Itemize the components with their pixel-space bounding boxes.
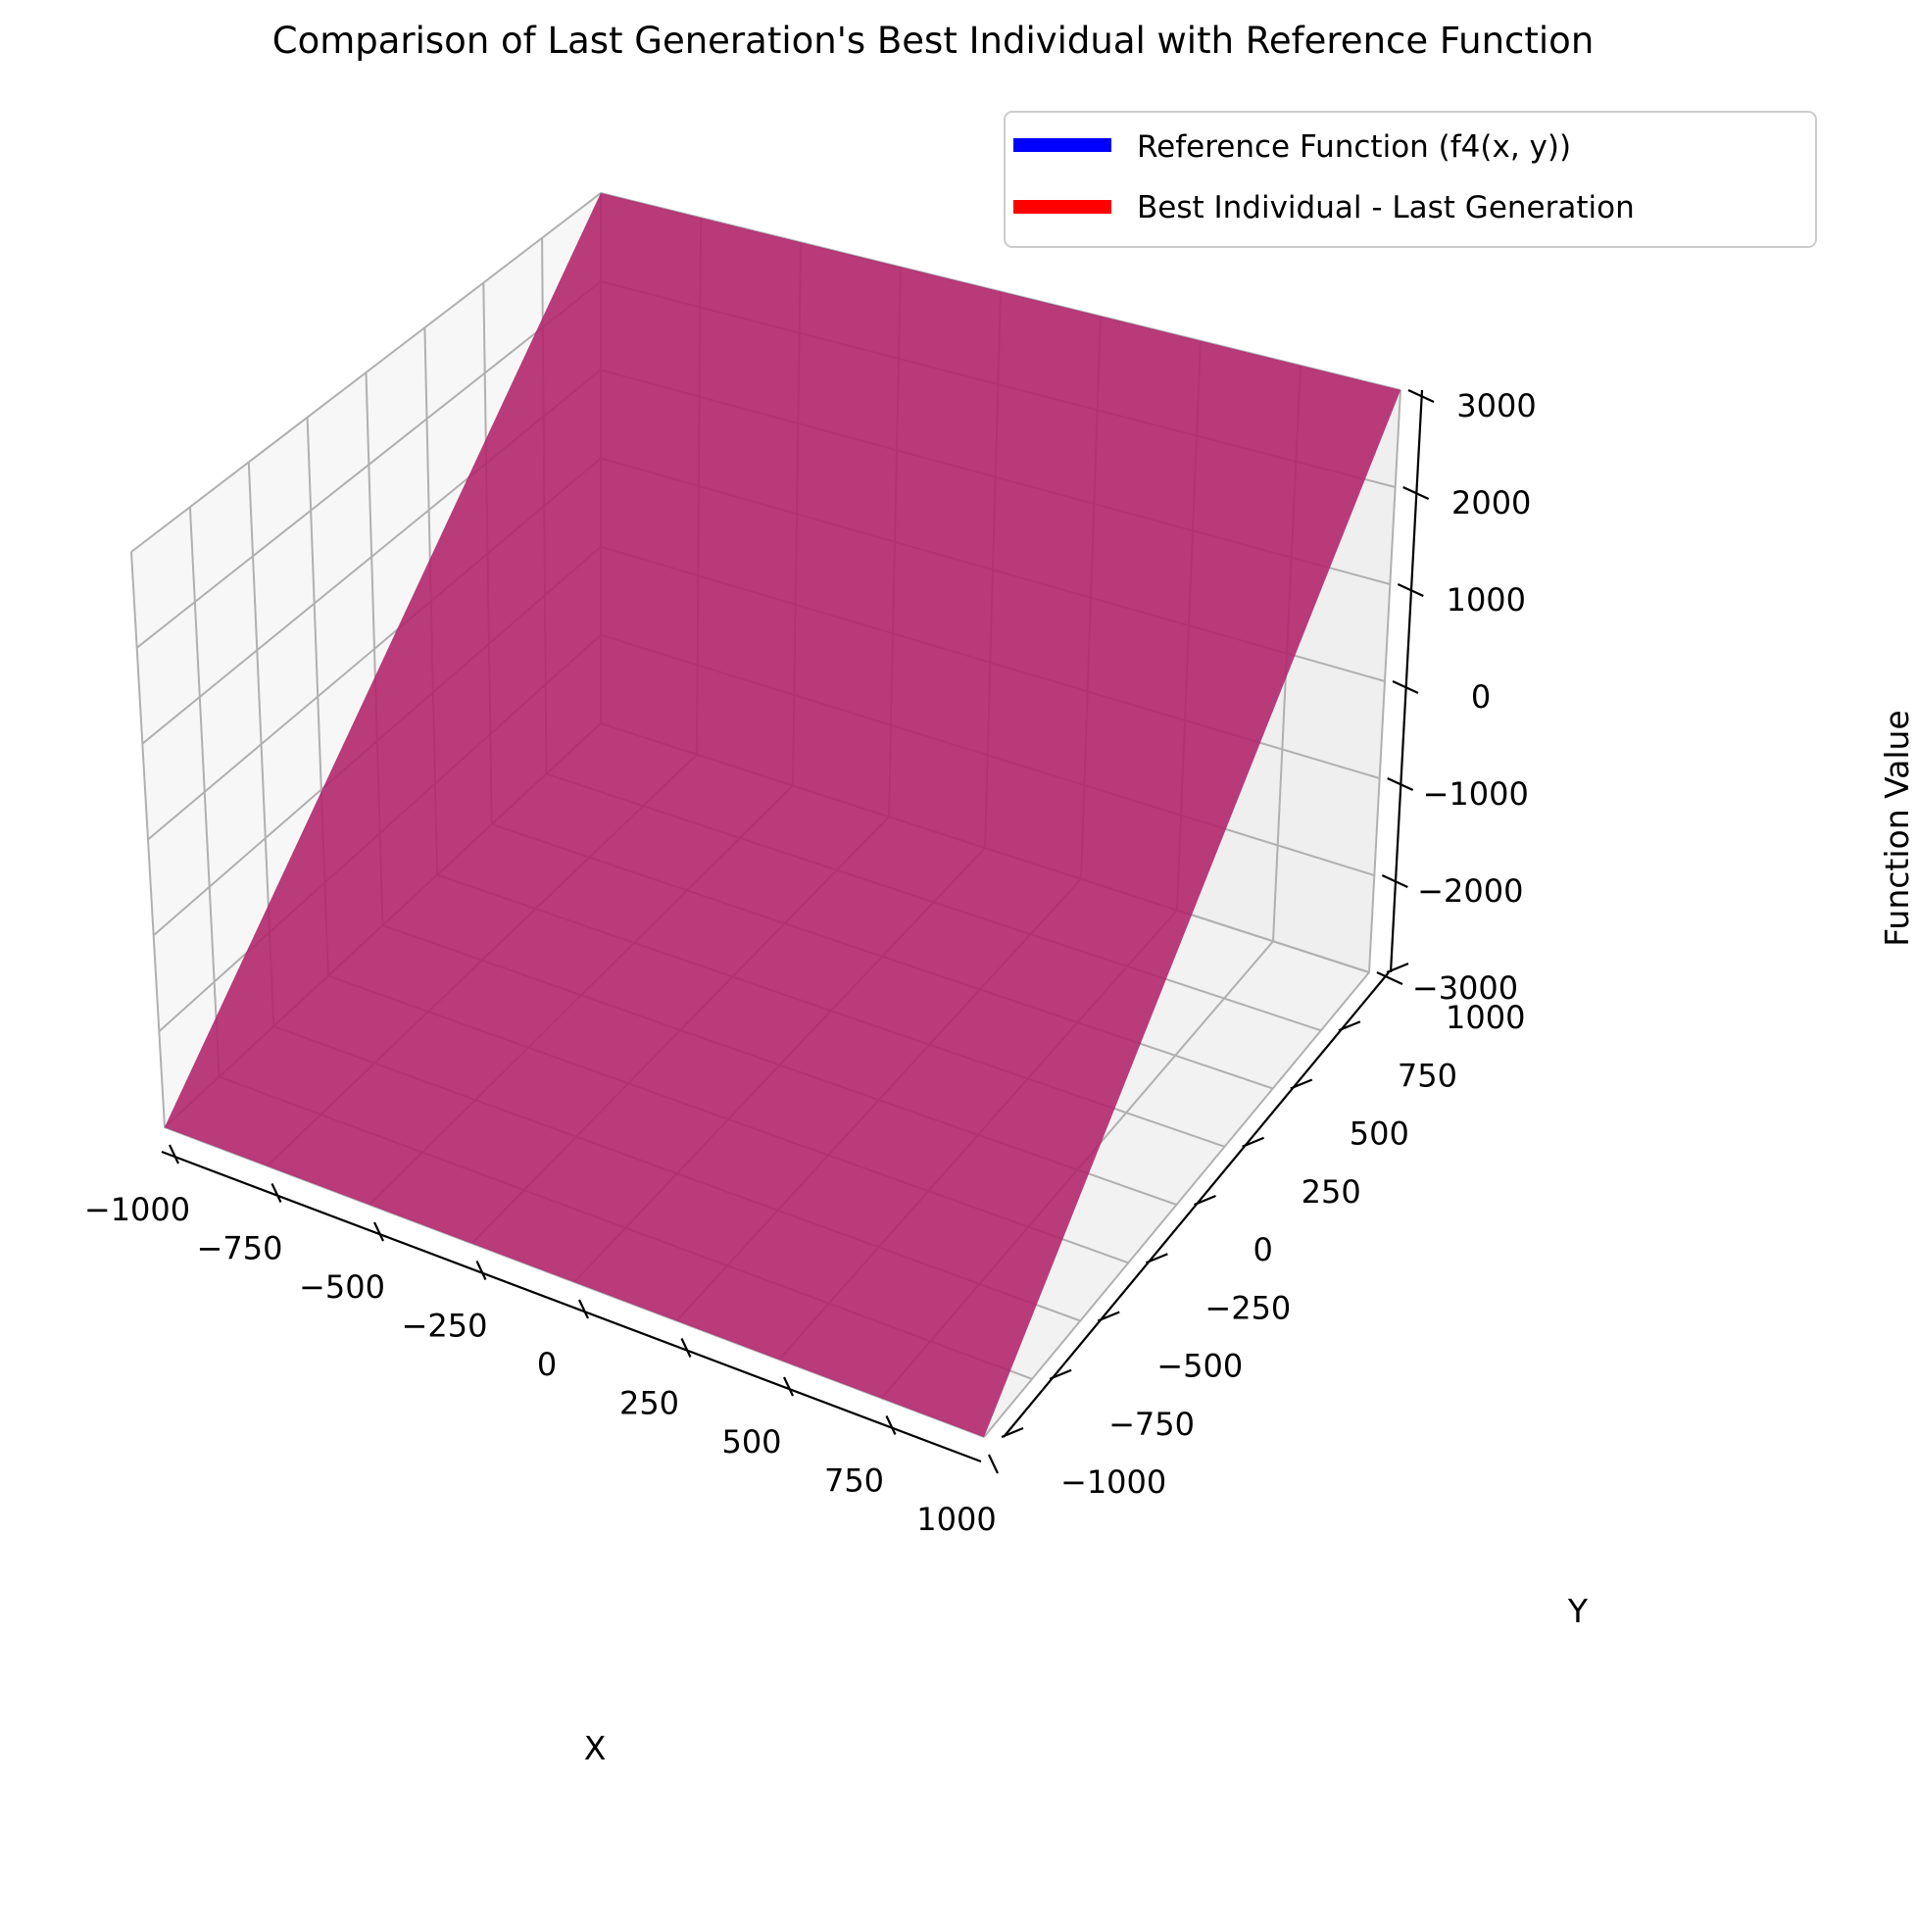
legend: Reference Function (f4(x, y)) Best Indiv… — [1004, 111, 1817, 248]
surface-plot — [165, 193, 1400, 1437]
x-tick-label: 500 — [721, 1423, 781, 1461]
z-tick-label: −3000 — [1412, 969, 1518, 1007]
z-tick-mark — [1392, 680, 1419, 694]
z-tick-mark — [1407, 389, 1435, 403]
y-axis-label: Y — [1567, 1592, 1589, 1630]
y-tick-mark — [1194, 1194, 1216, 1207]
y-tick-label: −500 — [1156, 1348, 1243, 1385]
x-axis-label: X — [584, 1729, 607, 1767]
legend-swatch-best-individual — [1013, 200, 1111, 214]
y-tick-label: 250 — [1302, 1173, 1361, 1211]
y-tick-mark — [1290, 1078, 1313, 1090]
legend-label-reference: Reference Function (f4(x, y)) — [1137, 129, 1571, 165]
x-tick-label: 250 — [619, 1385, 679, 1422]
x-tick-label: 750 — [824, 1462, 884, 1500]
z-tick-label: 3000 — [1456, 387, 1536, 424]
x-tick-label: 0 — [537, 1346, 557, 1383]
legend-label-best-individual: Best Individual - Last Generation — [1137, 190, 1635, 225]
y-tick-label: −750 — [1108, 1406, 1195, 1443]
z-tick-mark — [1402, 486, 1430, 500]
y-tick-label: 750 — [1398, 1057, 1457, 1094]
z-tick-mark — [1397, 583, 1424, 597]
x-axis-line — [161, 1150, 982, 1463]
surface-overlap — [165, 193, 1400, 1437]
x-tick-mark — [885, 1415, 897, 1435]
y-tick-label: 1000 — [1446, 999, 1525, 1036]
legend-frame — [1004, 111, 1817, 248]
x-tick-label: −250 — [402, 1308, 488, 1345]
z-axis-line — [1389, 389, 1424, 973]
x-tick-mark — [988, 1454, 999, 1474]
z-tick-mark — [1387, 777, 1414, 791]
y-tick-label: −1000 — [1060, 1463, 1166, 1501]
left-pane — [131, 193, 601, 1127]
axis-lines — [161, 389, 1435, 1474]
tick-labels: −1000−750−500−25002505007501000−1000−750… — [84, 387, 1537, 1538]
y-tick-mark — [1242, 1136, 1265, 1148]
z-tick-label: 0 — [1471, 678, 1491, 716]
x-tick-label: −750 — [197, 1230, 283, 1267]
y-tick-label: 500 — [1350, 1115, 1409, 1153]
x-tick-mark — [578, 1299, 589, 1319]
x-tick-label: 1000 — [916, 1501, 996, 1538]
y-tick-label: −250 — [1204, 1289, 1291, 1326]
z-tick-mark — [1376, 971, 1403, 985]
z-tick-label: 2000 — [1451, 484, 1531, 521]
y-tick-mark — [1097, 1311, 1120, 1322]
legend-swatch-reference — [1013, 138, 1111, 152]
chart-title: Comparison of Last Generation's Best Ind… — [272, 20, 1595, 62]
z-tick-mark — [1381, 874, 1408, 888]
x-tick-mark — [270, 1183, 282, 1203]
z-tick-label: 1000 — [1447, 581, 1526, 619]
x-tick-mark — [680, 1338, 692, 1358]
y-tick-mark — [1049, 1368, 1072, 1380]
y-tick-mark — [1145, 1253, 1168, 1264]
y-tick-mark — [1001, 1426, 1024, 1439]
z-tick-label: −1000 — [1423, 775, 1529, 813]
x-tick-mark — [169, 1144, 179, 1164]
y-tick-label: 0 — [1253, 1231, 1273, 1268]
x-tick-mark — [373, 1221, 384, 1242]
y-tick-mark — [1338, 1020, 1361, 1032]
z-axis-label: Function Value — [1878, 710, 1916, 946]
x-tick-label: −1000 — [84, 1191, 190, 1228]
x-tick-mark — [783, 1376, 794, 1397]
x-tick-label: −500 — [299, 1268, 385, 1306]
x-tick-mark — [475, 1261, 487, 1280]
z-tick-label: −2000 — [1417, 872, 1523, 910]
